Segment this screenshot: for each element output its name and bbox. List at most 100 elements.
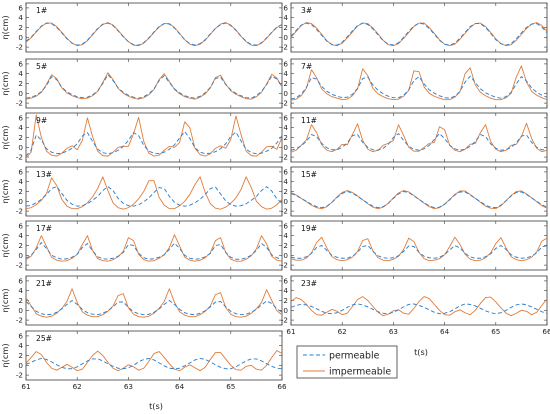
panel-label-3: 3# [301,6,312,15]
y-tick-label-23: 2 [283,296,288,305]
x-tick-label-25: 65 [226,382,235,391]
series-permeable-23 [291,303,547,315]
y-tick-label-1: 2 [18,23,23,32]
legend-box [296,345,398,379]
y-tick-label-11: 2 [283,133,288,142]
y-tick-label-15: 4 [283,177,288,186]
y-tick-label-1: -2 [16,43,23,52]
y-tick-label-23: 4 [283,286,288,295]
panel-frame-13 [25,166,283,217]
y-tick-label-15: 6 [283,167,288,176]
y-tick-label-21: 2 [18,296,23,305]
y-axis-label-25: η(cm) [0,343,10,367]
panel-label-21: 21# [36,279,52,288]
panel-label-23: 23# [301,279,317,288]
panel-label-9: 9# [36,116,47,125]
y-tick-label-13: 4 [18,177,23,186]
y-axis-label-17: η(cm) [0,233,10,257]
y-tick-label-3: -2 [281,43,288,52]
series-impermeable-11 [291,122,547,153]
y-tick-label-7: 4 [283,69,288,78]
y-tick-label-15: 0 [283,197,288,206]
y-tick-label-21: -2 [16,316,23,325]
x-tick-label-25: 64 [175,382,185,391]
series-permeable-11 [291,133,547,151]
y-tick-label-21: 0 [18,306,23,315]
y-tick-label-5: 0 [18,89,23,98]
series-permeable-25 [26,357,282,370]
y-axis-label-13: η(cm) [0,179,10,203]
y-tick-label-19: -2 [281,261,288,270]
panel-frame-1 [25,2,283,53]
y-tick-label-17: 0 [18,251,23,260]
y-tick-label-17: 4 [18,231,23,240]
series-permeable-19 [291,245,547,259]
y-tick-label-13: 6 [18,167,23,176]
y-tick-label-7: 2 [283,79,288,88]
x-tick-label-23: 66 [542,327,550,336]
panel-label-1: 1# [36,6,47,15]
y-tick-label-9: 2 [18,133,23,142]
x-tick-label-25: 62 [73,382,82,391]
y-tick-label-3: 4 [283,13,288,22]
panel-frame-3 [290,2,548,53]
legend: permeable impermeable [296,345,398,379]
panel-label-7: 7# [301,62,312,71]
panel-frame-15 [290,166,548,217]
y-axis-label-5: η(cm) [0,71,10,95]
panel-label-25: 25# [36,334,52,343]
series-permeable-13 [26,186,282,207]
y-tick-label-7: 0 [283,89,288,98]
y-tick-label-17: -2 [16,261,23,270]
series-impermeable-21 [26,288,282,318]
x-axis-label-right: t(s) [414,347,428,357]
y-tick-label-11: 4 [283,123,288,132]
y-tick-label-19: 4 [283,231,288,240]
x-axis-label-left: t(s) [149,401,163,411]
y-tick-label-13: 0 [18,197,23,206]
series-impermeable-3 [291,22,547,47]
series-permeable-9 [26,131,282,157]
y-axis-label-9: η(cm) [0,125,10,149]
panel-label-5: 5# [36,62,47,71]
series-impermeable-9 [26,114,282,159]
x-tick-label-25: 66 [277,382,287,391]
x-tick-label-25: 63 [124,382,133,391]
y-tick-label-23: -2 [281,316,288,325]
y-tick-label-9: -2 [16,153,23,162]
panel-label-17: 17# [36,224,52,233]
x-tick-label-25: 61 [21,382,30,391]
y-tick-label-5: 2 [18,79,23,88]
panel-frame-17 [25,220,283,271]
series-permeable-7 [291,75,547,100]
panel-frame-19 [290,220,548,271]
panel-frame-23 [290,275,548,326]
y-tick-label-7: 6 [283,59,288,68]
y-tick-label-5: 6 [18,59,23,68]
panel-label-13: 13# [36,170,52,179]
y-tick-label-21: 4 [18,286,23,295]
y-tick-label-23: 0 [283,306,288,315]
y-tick-label-5: 4 [18,69,23,78]
y-tick-label-7: -2 [281,99,288,108]
series-permeable-21 [26,300,282,316]
y-tick-label-3: 2 [283,23,288,32]
y-axis-label-1: η(cm) [0,15,10,39]
series-permeable-15 [291,191,547,209]
y-tick-label-13: -2 [16,207,23,216]
panel-label-11: 11# [301,116,317,125]
y-tick-label-17: 2 [18,241,23,250]
y-tick-label-25: 6 [18,331,23,340]
